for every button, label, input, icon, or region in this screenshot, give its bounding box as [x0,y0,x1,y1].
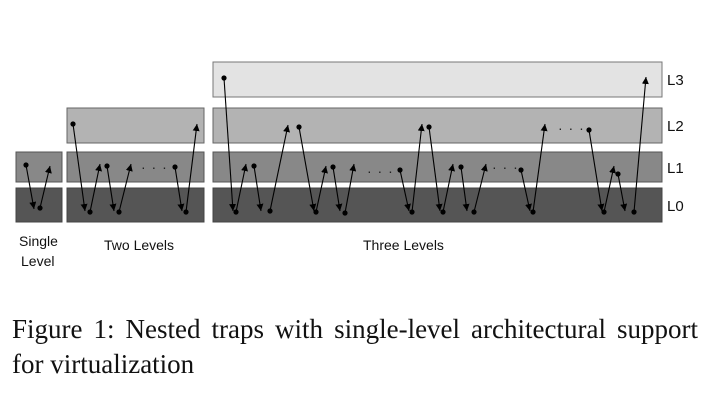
event-dot [409,209,415,215]
three-l1-bar [212,151,663,183]
group-label-single-line2: Level [21,253,54,269]
trap-arrow [298,126,317,212]
event-dot [471,209,477,215]
event-dot [440,209,446,215]
event-dot [87,209,93,215]
trap-arrow [174,166,185,212]
event-dot [267,208,273,214]
return-arrow [473,163,488,213]
trap-arrow [617,173,628,212]
three-levels-l2-ellipsis: · · · [558,120,585,136]
level-label-l3: L3 [667,72,684,89]
event-dot [313,209,319,215]
two-l0-bar [66,187,205,223]
event-dot [342,210,348,216]
event-dot [330,164,336,170]
return-arrow [344,163,357,214]
event-dot [530,209,536,215]
return-arrow [633,76,649,213]
group-single-level [15,151,63,223]
return-arrow [39,165,52,209]
trap-arrows [25,76,649,214]
trap-arrow [223,77,237,212]
three-l3-bar [212,61,663,98]
two-l2-bar [66,107,205,144]
trap-arrow [428,126,443,212]
trap-arrow [588,129,605,212]
event-dot [233,209,239,215]
event-dot [221,75,227,81]
return-arrow [442,163,455,213]
event-dot [397,167,403,173]
event-dot [601,209,607,215]
three-l2-bar [212,107,663,144]
event-dot [426,124,432,130]
event-dots [23,75,637,216]
trap-arrow [332,166,343,212]
trap-arrow [520,169,532,212]
trap-arrow [106,165,117,212]
three-levels-l1-ellipsis-b: · · · [492,159,519,175]
return-arrow [118,163,133,213]
event-dot [70,121,76,127]
event-dot [251,163,257,169]
nested-traps-diagram: · · · · · · · · · · · · L3 L2 L1 L0 Sing… [15,61,684,269]
return-arrow [235,163,248,213]
return-arrow [185,123,200,213]
event-dot [458,164,464,170]
return-arrow [315,165,328,213]
event-dot [615,171,621,177]
level-label-l0: L0 [667,198,684,215]
three-levels-l1-ellipsis-a: · · · [367,163,394,179]
two-levels-ellipsis: · · · [141,159,168,175]
trap-arrow [460,166,470,212]
event-dot [518,167,524,173]
trap-arrow [399,169,411,212]
single-l0-bar [15,187,63,223]
two-l1-bar [66,151,205,183]
return-arrow [532,123,548,213]
event-dot [172,164,178,170]
return-arrow [603,165,616,213]
group-label-two-levels: Two Levels [104,237,174,253]
group-two-levels [66,107,205,223]
level-label-l2: L2 [667,118,684,135]
return-arrow [269,124,290,212]
event-dot [116,209,122,215]
event-dot [23,162,29,168]
event-dot [296,124,302,130]
trap-arrow [72,123,88,212]
level-label-l1: L1 [667,160,684,177]
group-label-three-levels: Three Levels [363,237,444,253]
trap-arrow [253,165,264,212]
return-arrow [89,163,102,213]
event-dot [37,205,43,211]
trap-arrow [25,164,37,210]
event-dot [183,209,189,215]
single-l1-bar [15,151,63,183]
figure-caption: Figure 1: Nested traps with single-level… [12,314,698,379]
group-label-single-line1: Single [19,233,58,249]
event-dot [104,163,110,169]
event-dot [631,209,637,215]
group-three-levels [212,61,663,223]
return-arrow [411,123,425,213]
event-dot [586,127,592,133]
